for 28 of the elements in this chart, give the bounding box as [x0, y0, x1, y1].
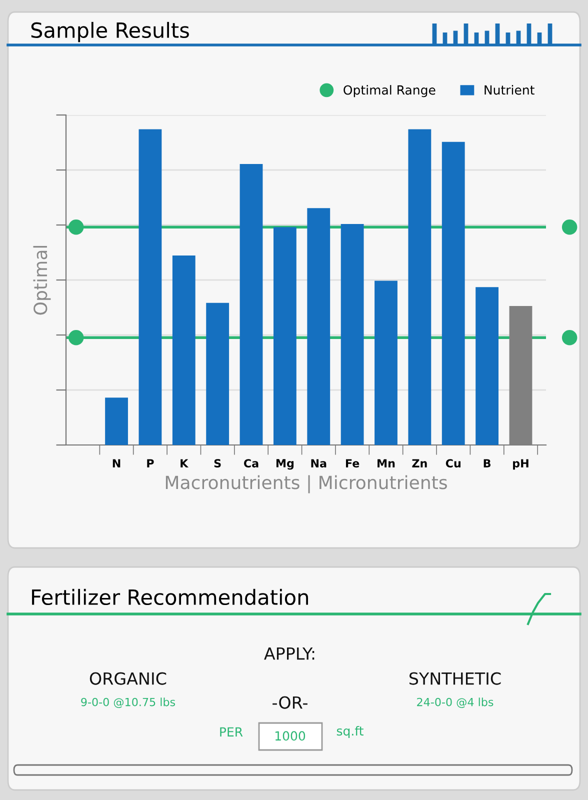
- text: 1000: [275, 731, 306, 741]
- x-tick-label: Na: [311, 459, 326, 468]
- x-tick-label: Mg: [276, 459, 294, 470]
- x-tick-label: pH: [513, 459, 528, 470]
- x-tick-label: Zn: [412, 459, 427, 468]
- chart-title: Sample Results: [31, 22, 189, 42]
- x-tick-label: P: [147, 459, 154, 468]
- legend-label: Optimal Range: [344, 85, 436, 98]
- text: PER: [220, 727, 243, 736]
- x-tick-label: Cu: [446, 459, 460, 468]
- text: sq.ft: [336, 726, 364, 738]
- text: ORGANIC: [90, 672, 166, 685]
- x-axis-title: Macronutrients | Micronutrients: [166, 475, 447, 494]
- x-tick-label: Fe: [346, 459, 360, 468]
- x-tick-label: Ca: [244, 459, 258, 468]
- x-tick-label: K: [180, 459, 189, 468]
- text: 24-0-0 @4 lbs: [417, 698, 494, 708]
- text: 9-0-0 @10.75 lbs: [81, 698, 176, 708]
- text: SYNTHETIC: [409, 672, 501, 685]
- x-tick-label: B: [484, 459, 491, 468]
- text: -OR-: [272, 696, 308, 709]
- x-tick-label: S: [214, 459, 221, 468]
- x-tick-label: Mn: [378, 459, 395, 468]
- text: APPLY:: [264, 647, 314, 660]
- x-tick-label: N: [112, 459, 120, 468]
- text: Fertilizer Recommendation: [32, 588, 308, 606]
- y-axis-title: Optimal: [33, 246, 51, 315]
- legend-label: Nutrient: [484, 85, 534, 95]
